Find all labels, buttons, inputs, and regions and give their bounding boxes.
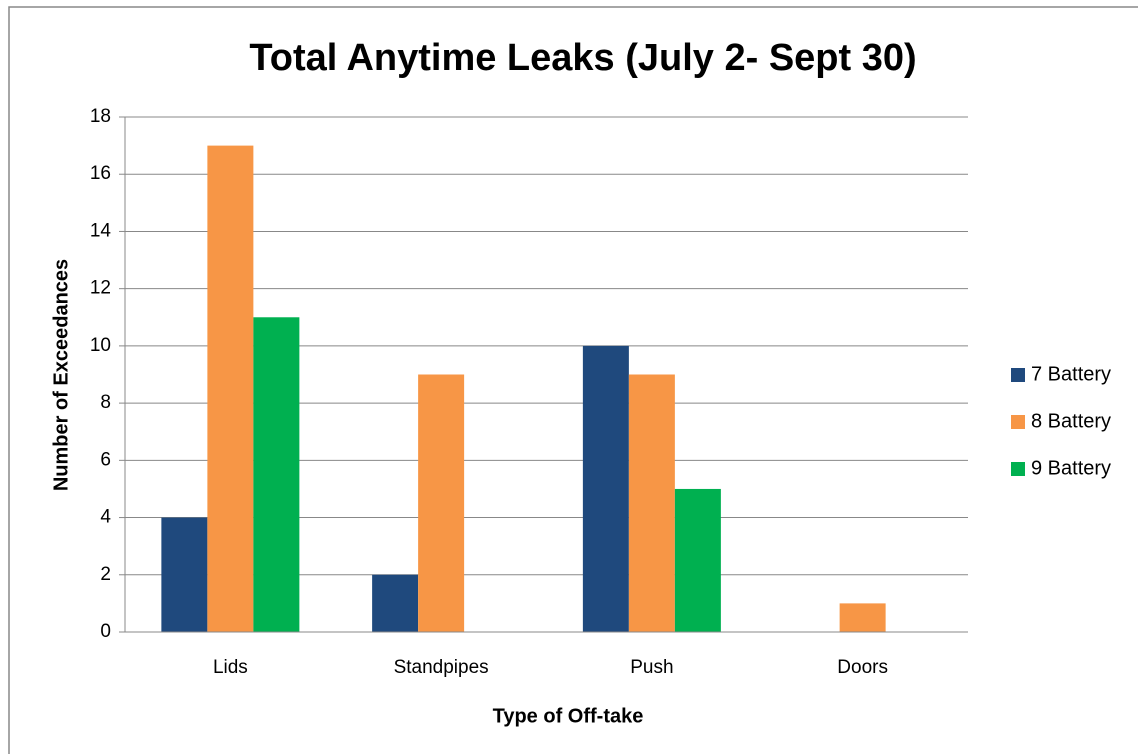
y-tick-label: 14 (90, 220, 112, 241)
chart-border (8, 6, 1138, 754)
bar (161, 517, 208, 632)
y-axis-label: Number of Exceedances (50, 259, 72, 491)
bar (372, 574, 419, 632)
y-tick-label: 6 (100, 449, 111, 470)
y-tick-label: 18 (90, 106, 111, 127)
bar (839, 603, 886, 632)
bar (674, 488, 721, 632)
x-axis-label: Type of Off-take (493, 705, 644, 727)
y-tick-label: 16 (90, 163, 111, 184)
bar (253, 317, 300, 632)
y-tick-label: 2 (100, 564, 111, 585)
legend-swatch (1011, 415, 1025, 429)
bar (418, 374, 465, 632)
legend-label: 9 Battery (1031, 457, 1111, 479)
bar (628, 374, 675, 632)
x-tick-label: Doors (837, 657, 888, 678)
y-tick-label: 10 (90, 335, 111, 356)
legend-swatch (1011, 368, 1025, 382)
legend-label: 8 Battery (1031, 410, 1111, 432)
y-tick-label: 8 (100, 392, 111, 413)
legend-swatch (1011, 462, 1025, 476)
bar (207, 145, 254, 632)
y-tick-label: 12 (90, 278, 111, 299)
x-tick-label: Push (630, 657, 673, 678)
legend-label: 7 Battery (1031, 363, 1111, 385)
chart-title: Total Anytime Leaks (July 2- Sept 30) (249, 37, 916, 79)
x-tick-label: Lids (213, 657, 248, 678)
bar (582, 345, 629, 632)
y-tick-label: 0 (100, 621, 111, 642)
x-tick-label: Standpipes (394, 657, 489, 678)
y-tick-label: 4 (100, 507, 111, 528)
